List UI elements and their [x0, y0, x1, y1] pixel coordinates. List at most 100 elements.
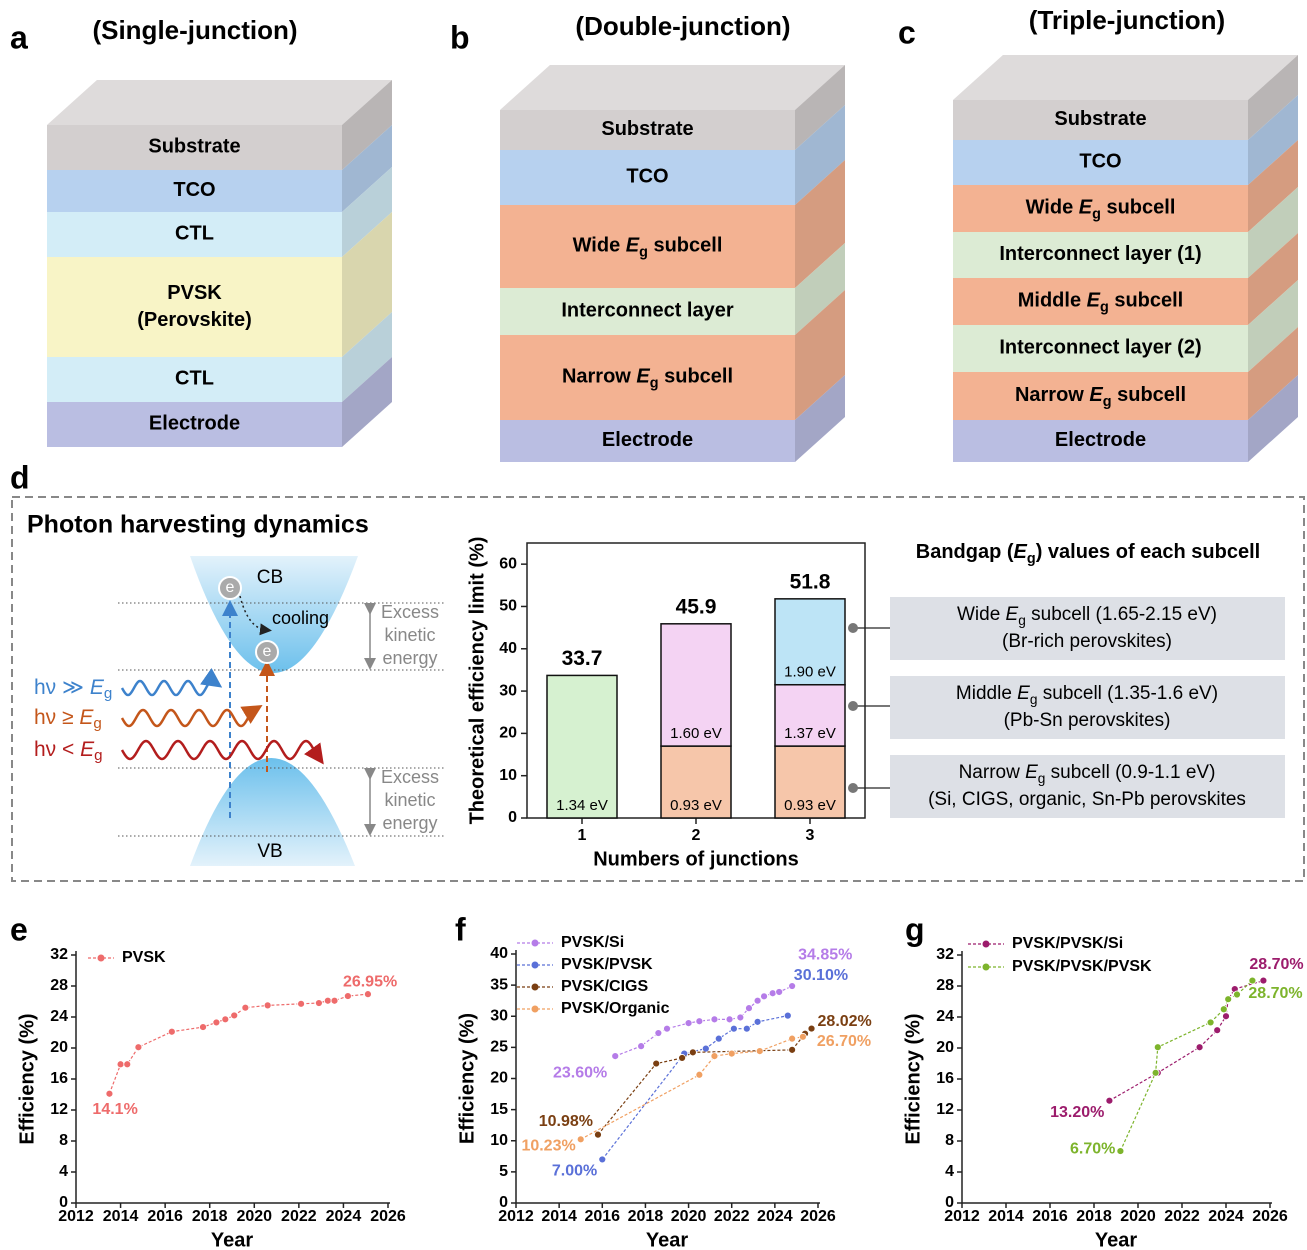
data-point [769, 990, 776, 997]
x-tick-label: 2016 [147, 1208, 183, 1225]
x-tick-label: 2020 [1120, 1208, 1156, 1225]
layer-label: Electrode [602, 429, 693, 451]
data-point [756, 1048, 763, 1055]
y-tick-label: 24 [50, 1008, 68, 1025]
text-segment: g [1018, 613, 1026, 628]
layer-label: Substrate [148, 136, 240, 158]
x-tick-label: 2024 [757, 1208, 793, 1225]
subcell-text: Narrow Eg subcell (0.9-1.1 eV) [959, 762, 1216, 786]
data-point [808, 1025, 815, 1032]
figure: abcdefg(Single-junction)SubstrateTCOCTLP… [0, 0, 1307, 1250]
data-point [702, 1045, 709, 1052]
text-segment: E [80, 738, 95, 761]
connector-dot [848, 783, 858, 793]
text-segment: g [1027, 551, 1036, 567]
y-tick-label: 32 [936, 946, 954, 963]
text-segment: subcell [659, 366, 733, 388]
text-segment: TCO [1079, 151, 1121, 173]
x-tick-label: 2012 [498, 1208, 534, 1225]
excess-energy-label: energy [382, 813, 437, 833]
data-point [789, 1035, 796, 1042]
panel-label: g [905, 911, 925, 947]
text-segment: subcell (0.9-1.1 eV) [1045, 762, 1215, 783]
photon-wave [122, 710, 254, 726]
panel-label: b [450, 19, 470, 55]
series-line [109, 994, 368, 1094]
subcell-text: (Pb-Sn perovskites) [1004, 710, 1171, 731]
data-point [696, 1071, 703, 1078]
legend-marker [532, 984, 539, 991]
data-point [679, 1054, 686, 1061]
text-segment: g [1103, 394, 1112, 410]
y-tick-label: 12 [50, 1101, 68, 1118]
segment-label: 0.93 eV [784, 797, 836, 814]
text-segment: E [636, 366, 650, 388]
y-tick-label: 8 [945, 1132, 954, 1149]
text-segment: Narrow [959, 762, 1026, 783]
page: abcdefg(Single-junction)SubstrateTCOCTLP… [0, 0, 1307, 1250]
panel-label: a [10, 19, 28, 55]
text-segment: Electrode [149, 413, 240, 435]
value-label: 26.70% [817, 1033, 871, 1050]
data-point [594, 1131, 601, 1138]
y-tick-label: 12 [936, 1101, 954, 1118]
value-label: 28.70% [1249, 956, 1303, 973]
legend-marker [532, 962, 539, 969]
excess-energy-label: kinetic [384, 790, 435, 810]
text-segment: Interconnect layer (2) [999, 337, 1201, 359]
series-line [1109, 981, 1263, 1101]
text-segment: E [90, 676, 105, 699]
data-point [1220, 1006, 1227, 1013]
data-point [689, 1049, 696, 1056]
data-point [799, 1033, 806, 1040]
y-tick-label: 40 [499, 640, 517, 657]
layer-label: Electrode [149, 413, 240, 435]
text-segment: Interconnect layer (1) [999, 243, 1201, 265]
photon-label: hν ≥ Eg [34, 706, 102, 732]
x-tick-label: 2020 [236, 1208, 272, 1225]
y-tick-label: 5 [499, 1163, 508, 1180]
value-label: 30.10% [794, 967, 848, 984]
text-segment: hν < [34, 738, 80, 761]
text-segment: Wide [1026, 197, 1079, 219]
text-segment: subcell (1.35-1.6 eV) [1037, 683, 1218, 704]
data-point [577, 1136, 584, 1143]
text-segment: E [1017, 683, 1030, 704]
data-point [711, 1053, 718, 1060]
x-tick-label: 2016 [1032, 1208, 1068, 1225]
text-segment: hν ≥ [34, 706, 79, 729]
photon-label: hν ≫ Eg [34, 676, 112, 702]
excess-energy-label: energy [382, 648, 437, 668]
layer-label: Interconnect layer (1) [999, 243, 1201, 265]
data-point [1207, 1019, 1214, 1026]
data-point [1152, 1069, 1159, 1076]
data-point [1214, 1027, 1221, 1034]
layer-label: Interconnect layer (2) [999, 337, 1201, 359]
x-axis-title: Year [646, 1229, 688, 1250]
data-point [1196, 1044, 1203, 1051]
y-tick-label: 28 [936, 977, 954, 994]
text-segment: g [1100, 299, 1109, 315]
text-segment: E [626, 235, 640, 257]
diagram-title: Photon harvesting dynamics [27, 511, 369, 539]
legend-marker [532, 1006, 539, 1013]
series-line [602, 1016, 788, 1160]
y-tick-label: 32 [50, 946, 68, 963]
text-segment: subcell [1112, 384, 1186, 406]
segment-label: 1.60 eV [670, 725, 722, 742]
data-point [364, 991, 371, 998]
text-segment: g [104, 685, 112, 702]
legend-marker [983, 964, 990, 971]
y-tick-label: 30 [490, 1007, 508, 1024]
data-point [711, 1016, 718, 1023]
layer-label: Narrow Eg subcell [562, 366, 733, 392]
x-tick-label: 2022 [1164, 1208, 1200, 1225]
text-segment: Middle [1018, 290, 1087, 312]
photon-wave [122, 681, 214, 695]
data-point [726, 1016, 733, 1023]
data-point [655, 1030, 662, 1037]
text-segment: g [1092, 206, 1101, 222]
text-segment: Electrode [1055, 429, 1146, 451]
layer-front [47, 257, 342, 357]
data-point [135, 1044, 142, 1051]
